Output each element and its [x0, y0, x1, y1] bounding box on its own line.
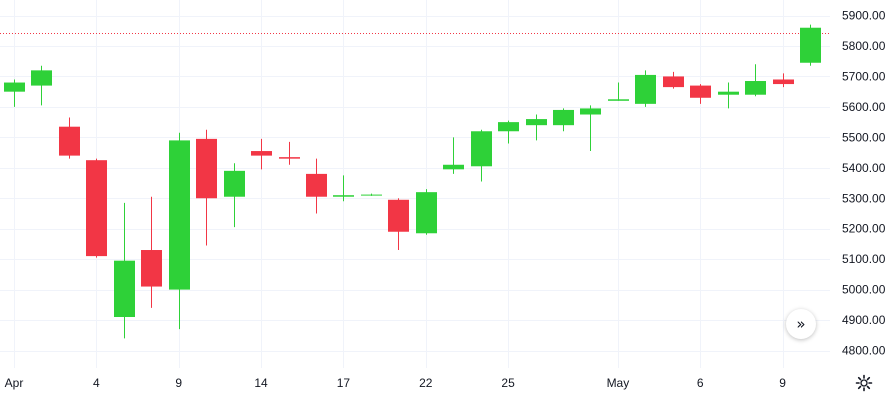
- candle-body[interactable]: [663, 76, 684, 88]
- candle[interactable]: [224, 163, 245, 228]
- candle-body[interactable]: [86, 160, 107, 257]
- candle[interactable]: [690, 84, 711, 104]
- candle-body[interactable]: [718, 91, 739, 95]
- price-axis-label: 5700.00: [842, 69, 886, 83]
- time-axis-label: 22: [419, 376, 433, 390]
- candle[interactable]: [4, 79, 25, 107]
- time-axis-label: 6: [697, 376, 704, 390]
- candle[interactable]: [745, 64, 766, 97]
- candle-body[interactable]: [169, 140, 190, 290]
- candle-body[interactable]: [31, 70, 52, 86]
- candle-body[interactable]: [114, 260, 135, 318]
- candle[interactable]: [718, 82, 739, 109]
- candle[interactable]: [333, 175, 354, 202]
- candle-body[interactable]: [251, 151, 272, 156]
- candle-body[interactable]: [333, 195, 354, 197]
- double-chevron-right-icon: »: [796, 315, 806, 333]
- price-axis-label: 5600.00: [842, 100, 886, 114]
- candle-body[interactable]: [800, 27, 821, 63]
- time-axis-label: 25: [501, 376, 515, 390]
- time-axis-label: May: [607, 376, 630, 390]
- candle-body[interactable]: [773, 79, 794, 85]
- price-axis-label: 5500.00: [842, 130, 886, 144]
- candle[interactable]: [526, 114, 547, 141]
- candle[interactable]: [306, 158, 327, 214]
- candle-body[interactable]: [745, 81, 766, 95]
- price-axis-label: 5400.00: [842, 161, 886, 175]
- candle-body[interactable]: [141, 250, 162, 287]
- candles[interactable]: [4, 24, 821, 339]
- candle[interactable]: [279, 141, 300, 165]
- candle-body[interactable]: [471, 131, 492, 167]
- candle-body[interactable]: [498, 122, 519, 132]
- candle-body[interactable]: [690, 85, 711, 98]
- candle[interactable]: [114, 202, 135, 339]
- candle[interactable]: [663, 71, 684, 89]
- candle[interactable]: [773, 73, 794, 88]
- price-axis-label: 5100.00: [842, 252, 886, 266]
- candle[interactable]: [59, 117, 80, 159]
- time-axis[interactable]: Apr 4 9 14 17 22 25 May 6 9: [5, 376, 787, 390]
- candle-body[interactable]: [526, 119, 547, 126]
- candle-body[interactable]: [443, 164, 464, 170]
- candle-body[interactable]: [279, 157, 300, 159]
- gear-icon: [855, 374, 873, 392]
- candle-body[interactable]: [416, 192, 437, 234]
- price-axis-label: 5800.00: [842, 39, 886, 53]
- candle-body[interactable]: [580, 108, 601, 115]
- candle[interactable]: [388, 198, 409, 251]
- candle[interactable]: [443, 137, 464, 174]
- candle-body[interactable]: [553, 109, 574, 126]
- price-axis-label: 5200.00: [842, 222, 886, 236]
- time-axis-label: Apr: [5, 376, 24, 390]
- time-axis-label: 14: [254, 376, 268, 390]
- candle[interactable]: [800, 24, 821, 66]
- candle[interactable]: [31, 65, 52, 106]
- candle-body[interactable]: [4, 82, 25, 92]
- price-axis-label: 5900.00: [842, 9, 886, 23]
- candle[interactable]: [416, 189, 437, 235]
- candle[interactable]: [169, 132, 190, 330]
- scroll-to-realtime-button[interactable]: »: [786, 309, 816, 339]
- candle-body[interactable]: [59, 126, 80, 156]
- price-axis-label: 5000.00: [842, 283, 886, 297]
- candle[interactable]: [608, 82, 629, 101]
- chart-settings-button[interactable]: [852, 371, 876, 395]
- time-axis-label: 4: [93, 376, 100, 390]
- time-axis-label: 9: [779, 376, 786, 390]
- candle-body[interactable]: [388, 199, 409, 232]
- candle[interactable]: [635, 70, 656, 107]
- price-axis-label: 5300.00: [842, 191, 886, 205]
- candle-body[interactable]: [224, 170, 245, 197]
- candle-body[interactable]: [635, 74, 656, 104]
- candle[interactable]: [498, 120, 519, 144]
- candle-body[interactable]: [196, 138, 217, 199]
- time-axis-label: 9: [175, 376, 182, 390]
- candle-body[interactable]: [361, 194, 382, 196]
- candle[interactable]: [251, 138, 272, 170]
- candle[interactable]: [580, 105, 601, 152]
- price-axis-label: 4800.00: [842, 344, 886, 358]
- price-axis[interactable]: 4800.00 4900.00 5000.00 5100.00 5200.00 5300.…: [842, 9, 886, 358]
- price-axis-label: 4900.00: [842, 313, 886, 327]
- candle-body[interactable]: [608, 99, 629, 101]
- candle[interactable]: [86, 158, 107, 258]
- candle[interactable]: [471, 129, 492, 182]
- candle[interactable]: [196, 129, 217, 246]
- candle-body[interactable]: [306, 173, 327, 197]
- candle[interactable]: [361, 193, 382, 196]
- time-axis-label: 17: [337, 376, 351, 390]
- candle[interactable]: [141, 196, 162, 308]
- candle[interactable]: [553, 108, 574, 132]
